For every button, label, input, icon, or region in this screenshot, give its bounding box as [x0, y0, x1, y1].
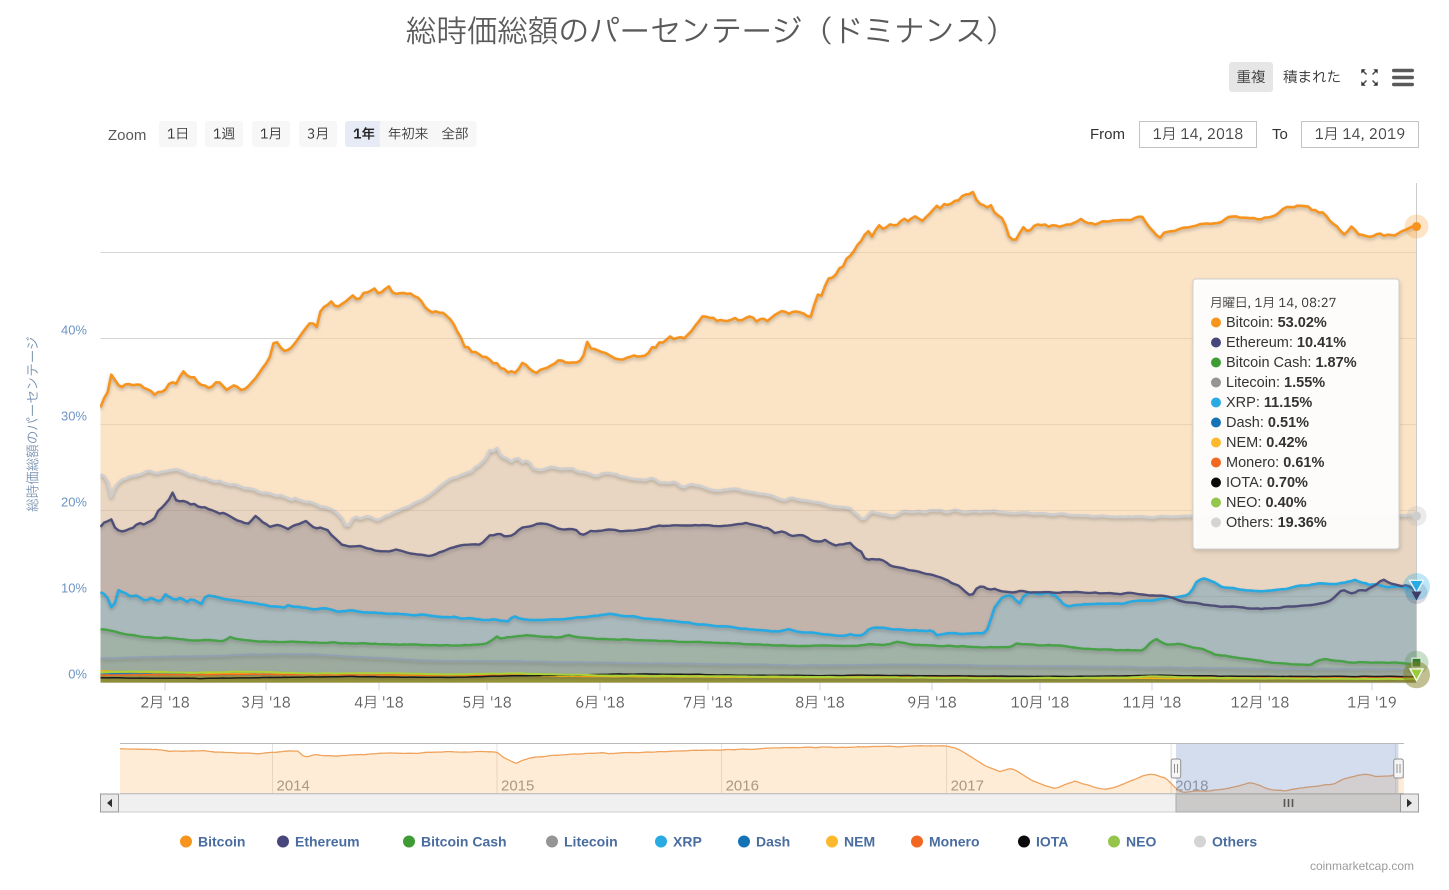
svg-text:Others: Others: [1212, 834, 1257, 850]
svg-text:IOTA: IOTA: [1036, 834, 1068, 850]
svg-text:NEM: 0.42%: NEM: 0.42%: [1226, 435, 1308, 451]
svg-text:Bitcoin: Bitcoin: [198, 834, 245, 850]
svg-text:Bitcoin Cash: 1.87%: Bitcoin Cash: 1.87%: [1226, 355, 1357, 371]
svg-text:2018: 2018: [1175, 778, 1208, 795]
svg-text:2015: 2015: [501, 778, 534, 795]
svg-text:2017: 2017: [951, 778, 984, 795]
svg-text:IOTA: 0.70%: IOTA: 0.70%: [1226, 475, 1308, 491]
svg-text:NEO: NEO: [1126, 834, 1156, 850]
svg-text:Monero: 0.61%: Monero: 0.61%: [1226, 455, 1324, 471]
svg-text:XRP: XRP: [673, 834, 702, 850]
svg-text:Ethereum: Ethereum: [295, 834, 360, 850]
svg-text:To: To: [1272, 126, 1288, 143]
svg-text:NEM: NEM: [844, 834, 875, 850]
svg-text:30%: 30%: [61, 409, 87, 424]
svg-text:Ethereum: 10.41%: Ethereum: 10.41%: [1226, 335, 1346, 351]
svg-text:Bitcoin: 53.02%: Bitcoin: 53.02%: [1226, 315, 1327, 331]
svg-text:2016: 2016: [726, 778, 759, 795]
svg-text:Others: 19.36%: Others: 19.36%: [1226, 515, 1327, 531]
svg-text:40%: 40%: [61, 323, 87, 338]
svg-text:10%: 10%: [61, 581, 87, 596]
svg-text:2014: 2014: [277, 778, 310, 795]
svg-text:Litecoin: 1.55%: Litecoin: 1.55%: [1226, 375, 1325, 391]
svg-text:Monero: Monero: [929, 834, 980, 850]
svg-text:From: From: [1090, 126, 1125, 143]
svg-text:Dash: 0.51%: Dash: 0.51%: [1226, 415, 1309, 431]
svg-text:20%: 20%: [61, 495, 87, 510]
svg-text:Dash: Dash: [756, 834, 790, 850]
svg-text:Bitcoin Cash: Bitcoin Cash: [421, 834, 507, 850]
svg-text:Zoom: Zoom: [108, 127, 146, 144]
svg-text:0%: 0%: [68, 667, 87, 682]
svg-text:coinmarketcap.com: coinmarketcap.com: [1310, 859, 1414, 873]
svg-text:NEO: 0.40%: NEO: 0.40%: [1226, 495, 1307, 511]
svg-text:XRP: 11.15%: XRP: 11.15%: [1226, 395, 1312, 411]
svg-text:Litecoin: Litecoin: [564, 834, 618, 850]
